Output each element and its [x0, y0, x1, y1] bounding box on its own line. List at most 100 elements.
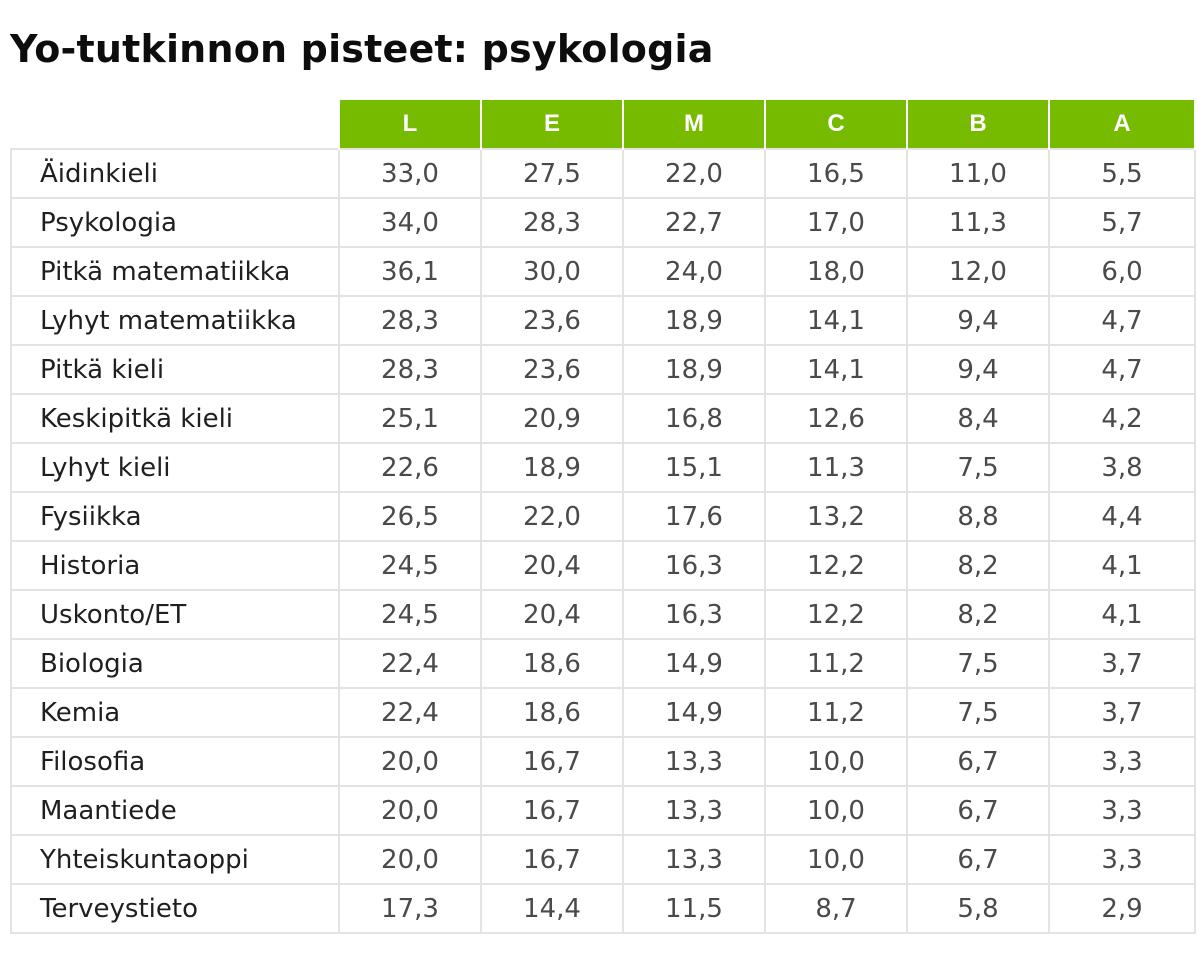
score-cell: 4,4 [1048, 491, 1196, 542]
table-row: Pitkä matematiikka 36,1 30,0 24,0 18,0 12,0 6,… [10, 246, 1196, 297]
score-cell: 28,3 [338, 295, 482, 346]
table-row: Terveystieto 17,3 14,4 11,5 8,7 5,8 2,9 [10, 883, 1196, 934]
page-title: Yo-tutkinnon pisteet: psykologia [10, 27, 714, 71]
score-cell: 4,2 [1048, 393, 1196, 444]
score-cell: 17,6 [622, 491, 766, 542]
score-cell: 4,1 [1048, 540, 1196, 591]
score-cell: 22,4 [338, 638, 482, 689]
score-cell: 6,0 [1048, 246, 1196, 297]
grade-header-c: C [764, 100, 908, 149]
score-cell: 18,6 [480, 638, 624, 689]
score-cell: 13,3 [622, 834, 766, 885]
score-cell: 16,8 [622, 393, 766, 444]
score-cell: 17,0 [764, 197, 908, 248]
score-cell: 8,2 [906, 589, 1050, 640]
score-cell: 3,3 [1048, 785, 1196, 836]
subject-cell: Terveystieto [10, 883, 340, 934]
score-cell: 22,4 [338, 687, 482, 738]
table-row: Äidinkieli 33,0 27,5 22,0 16,5 11,0 5,5 [10, 148, 1196, 199]
score-cell: 7,5 [906, 442, 1050, 493]
subject-cell: Maantiede [10, 785, 340, 836]
score-cell: 11,3 [906, 197, 1050, 248]
score-cell: 22,7 [622, 197, 766, 248]
score-cell: 34,0 [338, 197, 482, 248]
score-cell: 22,0 [622, 148, 766, 199]
score-cell: 18,9 [480, 442, 624, 493]
score-cell: 16,5 [764, 148, 908, 199]
score-cell: 11,2 [764, 638, 908, 689]
subject-cell: Pitkä kieli [10, 344, 340, 395]
score-cell: 20,0 [338, 834, 482, 885]
score-cell: 20,0 [338, 736, 482, 787]
score-cell: 6,7 [906, 834, 1050, 885]
score-cell: 8,8 [906, 491, 1050, 542]
table-row: Keskipitkä kieli 25,1 20,9 16,8 12,6 8,4 4,2 [10, 393, 1196, 444]
score-cell: 12,6 [764, 393, 908, 444]
header-corner-cell [11, 100, 339, 149]
score-cell: 18,6 [480, 687, 624, 738]
table-row: Kemia 22,4 18,6 14,9 11,2 7,5 3,7 [10, 687, 1196, 738]
table-row: Historia 24,5 20,4 16,3 12,2 8,2 4,1 [10, 540, 1196, 591]
table-row: Psykologia 34,0 28,3 22,7 17,0 11,3 5,7 [10, 197, 1196, 248]
score-cell: 4,1 [1048, 589, 1196, 640]
score-cell: 16,3 [622, 540, 766, 591]
score-cell: 8,2 [906, 540, 1050, 591]
score-cell: 7,5 [906, 687, 1050, 738]
score-table: L E M C B A Äidinkieli 33,0 27,5 22,0 16,5 11… [10, 100, 1196, 934]
score-cell: 13,3 [622, 785, 766, 836]
score-cell: 27,5 [480, 148, 624, 199]
score-cell: 17,3 [338, 883, 482, 934]
score-cell: 5,8 [906, 883, 1050, 934]
score-cell: 24,0 [622, 246, 766, 297]
score-cell: 3,7 [1048, 638, 1196, 689]
score-cell: 11,5 [622, 883, 766, 934]
score-cell: 18,9 [622, 295, 766, 346]
score-cell: 14,4 [480, 883, 624, 934]
score-cell: 10,0 [764, 785, 908, 836]
subject-cell: Kemia [10, 687, 340, 738]
score-cell: 16,3 [622, 589, 766, 640]
score-cell: 10,0 [764, 736, 908, 787]
score-cell: 5,7 [1048, 197, 1196, 248]
subject-cell: Lyhyt matematiikka [10, 295, 340, 346]
score-cell: 28,3 [480, 197, 624, 248]
score-cell: 14,1 [764, 344, 908, 395]
grade-header-l: L [338, 100, 482, 149]
score-cell: 3,7 [1048, 687, 1196, 738]
score-cell: 6,7 [906, 785, 1050, 836]
score-cell: 11,3 [764, 442, 908, 493]
score-cell: 18,9 [622, 344, 766, 395]
score-cell: 28,3 [338, 344, 482, 395]
score-cell: 30,0 [480, 246, 624, 297]
table-row: Lyhyt kieli 22,6 18,9 15,1 11,3 7,5 3,8 [10, 442, 1196, 493]
table-row: Maantiede 20,0 16,7 13,3 10,0 6,7 3,3 [10, 785, 1196, 836]
score-cell: 12,0 [906, 246, 1050, 297]
table-row: Biologia 22,4 18,6 14,9 11,2 7,5 3,7 [10, 638, 1196, 689]
table-row: Lyhyt matematiikka 28,3 23,6 18,9 14,1 9,4 4,7 [10, 295, 1196, 346]
score-cell: 8,4 [906, 393, 1050, 444]
score-cell: 15,1 [622, 442, 766, 493]
score-cell: 36,1 [338, 246, 482, 297]
subject-cell: Keskipitkä kieli [10, 393, 340, 444]
score-cell: 14,9 [622, 638, 766, 689]
subject-cell: Historia [10, 540, 340, 591]
score-cell: 3,8 [1048, 442, 1196, 493]
subject-cell: Lyhyt kieli [10, 442, 340, 493]
score-cell: 3,3 [1048, 834, 1196, 885]
score-cell: 23,6 [480, 295, 624, 346]
score-cell: 20,4 [480, 589, 624, 640]
score-cell: 24,5 [338, 540, 482, 591]
score-cell: 4,7 [1048, 295, 1196, 346]
table-row: Pitkä kieli 28,3 23,6 18,9 14,1 9,4 4,7 [10, 344, 1196, 395]
subject-cell: Yhteiskuntaoppi [10, 834, 340, 885]
subject-cell: Äidinkieli [10, 148, 340, 199]
score-cell: 33,0 [338, 148, 482, 199]
score-cell: 16,7 [480, 834, 624, 885]
score-cell: 22,0 [480, 491, 624, 542]
score-cell: 11,0 [906, 148, 1050, 199]
grade-header-a: A [1048, 100, 1196, 149]
score-cell: 13,2 [764, 491, 908, 542]
grade-header-e: E [480, 100, 624, 149]
subject-cell: Psykologia [10, 197, 340, 248]
subject-cell: Pitkä matematiikka [10, 246, 340, 297]
